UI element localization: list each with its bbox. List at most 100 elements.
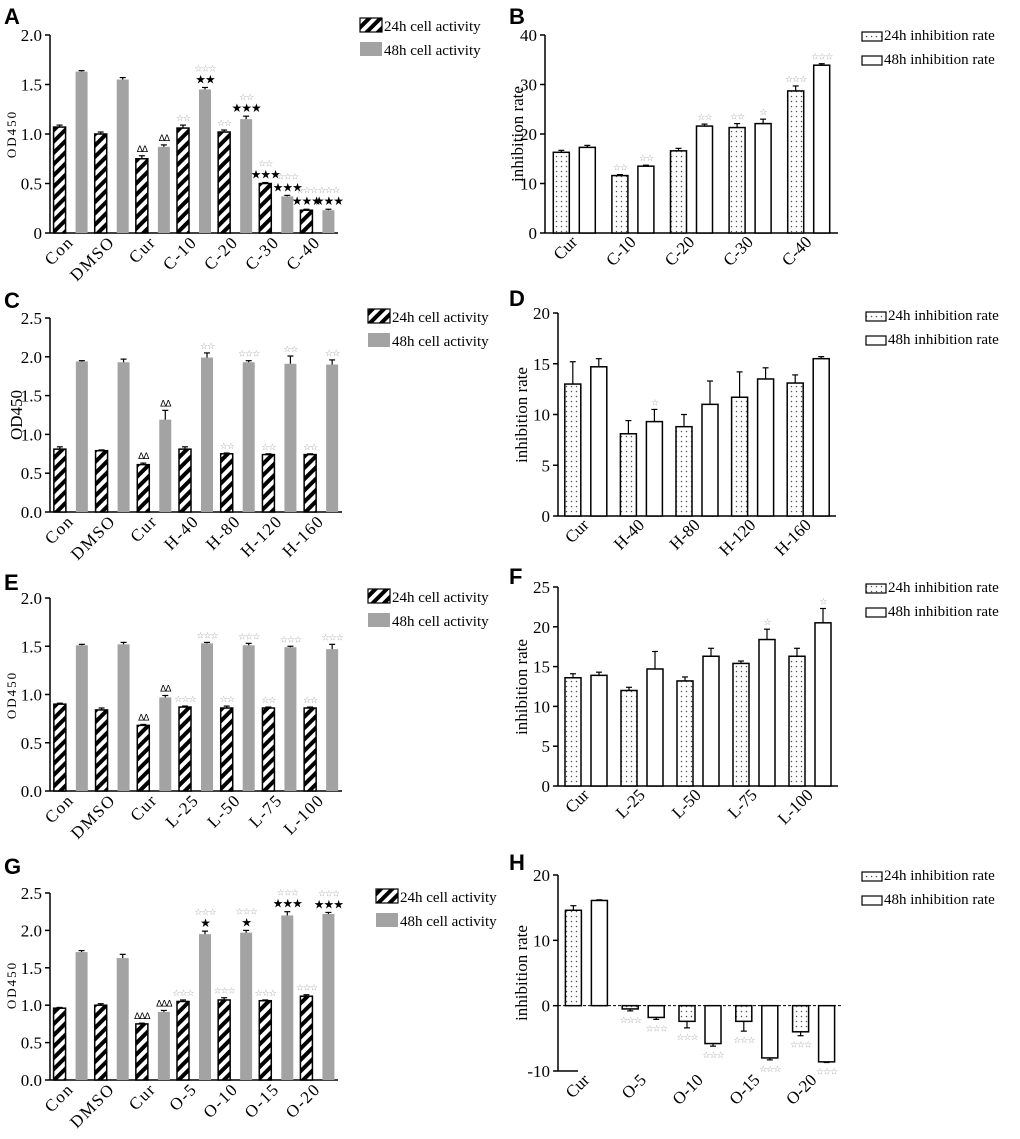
legend-swatch	[368, 333, 390, 347]
significance-grey-stars: ☆☆☆	[296, 984, 318, 994]
bar-series2	[242, 362, 255, 512]
significance-black-stars: ★	[241, 915, 251, 929]
legend-label: 48h cell activity	[392, 334, 489, 350]
significance-grey-stars: ☆☆☆	[280, 635, 302, 645]
bar-series1	[732, 662, 750, 787]
bar-series1	[176, 127, 190, 234]
bar-series2	[240, 932, 253, 1080]
bar-series1	[135, 158, 149, 234]
bar-series1	[786, 90, 805, 234]
y-tick-label: 2.0	[21, 348, 42, 367]
bar-series2	[637, 165, 655, 234]
bar-series1	[217, 999, 231, 1081]
significance-delta: ΔΔ	[160, 399, 172, 409]
y-tick-label: 1.5	[21, 76, 42, 95]
bar-series2	[590, 674, 608, 787]
legend-label: 48h cell activity	[392, 614, 489, 630]
x-tick-label: C-40	[778, 232, 815, 269]
significance-delta: ΔΔ	[159, 134, 171, 144]
x-tick-label: C-10	[159, 232, 201, 274]
x-tick-label: H-120	[237, 511, 286, 560]
x-tick-label: C-10	[602, 232, 639, 269]
legend-swatch	[861, 871, 883, 882]
significance-grey-stars: ☆☆	[176, 114, 191, 124]
legend-label: 24h inhibition rate	[888, 580, 999, 596]
y-axis-title: OD450	[4, 671, 19, 719]
bar-series2	[326, 364, 339, 512]
bar-series2	[590, 899, 609, 1007]
panel-letter: H	[509, 850, 525, 875]
significance-grey-stars: ☆☆	[639, 154, 654, 164]
y-tick-label: 10	[533, 931, 550, 950]
y-tick-label: 20	[533, 304, 550, 323]
legend-swatch	[861, 31, 883, 42]
x-tick-label: Con	[41, 232, 78, 269]
significance-grey-stars: ☆☆☆	[194, 908, 216, 918]
x-tick-label: O-15	[725, 1070, 763, 1108]
legend-swatch	[360, 42, 382, 56]
x-tick-label: O-5	[166, 1079, 201, 1114]
significance-grey-stars: ☆	[651, 398, 659, 408]
y-tick-label: 15	[533, 658, 550, 677]
significance-delta: ΔΔΔ	[156, 999, 173, 1009]
y-tick-label: 5	[542, 737, 551, 756]
bar-series2	[817, 1004, 836, 1063]
significance-grey-stars: ☆☆☆	[277, 889, 299, 899]
x-tick-label: DMSO	[67, 511, 119, 563]
x-tick-label: H-40	[610, 515, 648, 553]
bar-series2	[116, 79, 129, 233]
x-tick-label: H-80	[666, 515, 704, 553]
significance-grey-stars: ☆☆	[303, 696, 318, 706]
bar-series2	[284, 363, 297, 512]
significance-black-stars: ★★★	[314, 897, 344, 911]
bar-series2	[812, 64, 831, 234]
legend-swatch	[367, 588, 391, 604]
legend-label: 48h inhibition rate	[884, 892, 995, 908]
legend-swatch	[865, 607, 887, 618]
significance-black-stars: ★★★	[232, 101, 262, 115]
significance-grey-stars: ☆☆☆	[255, 989, 277, 999]
legend-swatch	[367, 308, 391, 324]
x-tick-label: H-160	[279, 511, 328, 560]
bar-series2	[761, 1004, 779, 1059]
significance-grey-stars: ☆☆☆	[322, 633, 344, 643]
significance-grey-stars: ☆☆☆	[196, 631, 218, 641]
y-tick-label: 10	[533, 697, 550, 716]
x-tick-label: C-30	[719, 232, 756, 269]
bar-series2	[199, 934, 211, 1080]
bar-series1	[678, 1004, 696, 1023]
y-axis-title: OD450	[4, 110, 19, 158]
significance-grey-stars: ☆☆	[697, 113, 712, 123]
significance-delta: ΔΔ	[138, 713, 150, 723]
legend-label: 24h inhibition rate	[884, 868, 995, 884]
bar-series1	[564, 383, 582, 517]
y-axis-title: OD450	[7, 390, 26, 440]
significance-grey-stars: ☆☆☆	[318, 889, 340, 899]
significance-black-stars: ★★★	[273, 897, 303, 911]
bar-series1	[564, 676, 582, 787]
bar-series2	[647, 1004, 665, 1019]
y-tick-label: 15	[533, 355, 550, 374]
bar-series2	[590, 366, 608, 517]
bar-series2	[117, 644, 130, 791]
bar-series1	[176, 1000, 190, 1081]
x-tick-label: O-20	[782, 1070, 820, 1108]
legend-swatch	[368, 613, 390, 627]
bar-series2	[159, 419, 172, 512]
bar-series1	[219, 707, 234, 792]
significance-grey-stars: ☆☆☆	[236, 907, 258, 917]
y-tick-label: 0	[542, 777, 551, 796]
bar-series1	[620, 689, 638, 787]
significance-grey-stars: ☆☆	[613, 164, 628, 174]
panel-letter: C	[4, 288, 20, 313]
significance-grey-stars: ☆☆	[325, 349, 340, 359]
bar-series2	[322, 913, 335, 1080]
legend-swatch	[375, 888, 399, 904]
significance-black-stars: ★★★	[314, 194, 344, 208]
bar-series2	[116, 958, 129, 1080]
y-tick-label: 0.5	[21, 175, 42, 194]
x-tick-label: H-120	[715, 515, 759, 559]
legend-label: 48h inhibition rate	[888, 332, 999, 348]
bar-series2	[704, 1004, 722, 1045]
